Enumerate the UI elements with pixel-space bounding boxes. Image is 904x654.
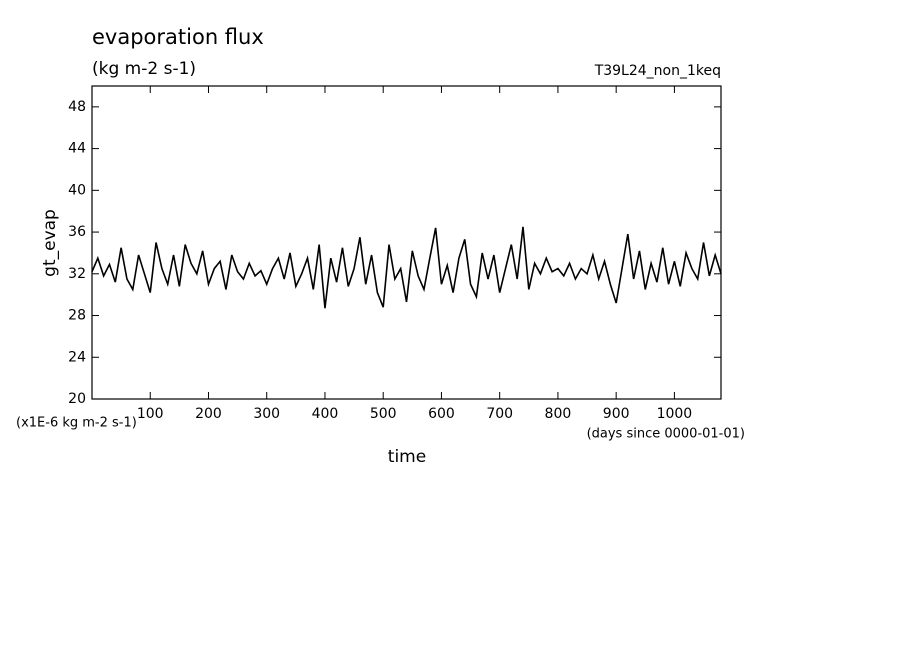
- plot-frame: [91, 85, 722, 400]
- y-tick-label: 48: [68, 99, 86, 115]
- x-tick-label: 600: [428, 406, 455, 422]
- x-tick-label: 300: [253, 406, 280, 422]
- y-axis-label: gt_evap: [40, 209, 60, 277]
- x-axis-label: time: [388, 447, 426, 467]
- y-tick-label: 44: [68, 141, 86, 157]
- x-tick-label: 700: [486, 406, 513, 422]
- chart-title: evaporation flux: [92, 25, 264, 49]
- x-tick-label: 200: [195, 406, 222, 422]
- y-tick-label: 36: [68, 224, 86, 240]
- y-tick-label: 40: [68, 182, 86, 198]
- x-tick-label: 1000: [657, 406, 693, 422]
- x-tick-label: 500: [370, 406, 397, 422]
- y-tick-label: 24: [68, 349, 86, 365]
- chart-subtitle: (kg m-2 s-1): [92, 59, 196, 79]
- annotation: T39L24_non_1keq: [594, 63, 721, 79]
- y-tick-label: 28: [68, 308, 86, 324]
- x-tick-label: 900: [603, 406, 630, 422]
- x-tick-label: 800: [545, 406, 572, 422]
- x-unit-note: (days since 0000-01-01): [587, 427, 745, 442]
- data-line: [91, 226, 722, 309]
- y-tick-label: 32: [68, 266, 86, 282]
- x-tick-label: 100: [137, 406, 164, 422]
- y-tick-label: 20: [68, 391, 86, 407]
- y-unit-note: (x1E-6 kg m-2 s-1): [16, 416, 137, 431]
- x-tick-label: 400: [312, 406, 339, 422]
